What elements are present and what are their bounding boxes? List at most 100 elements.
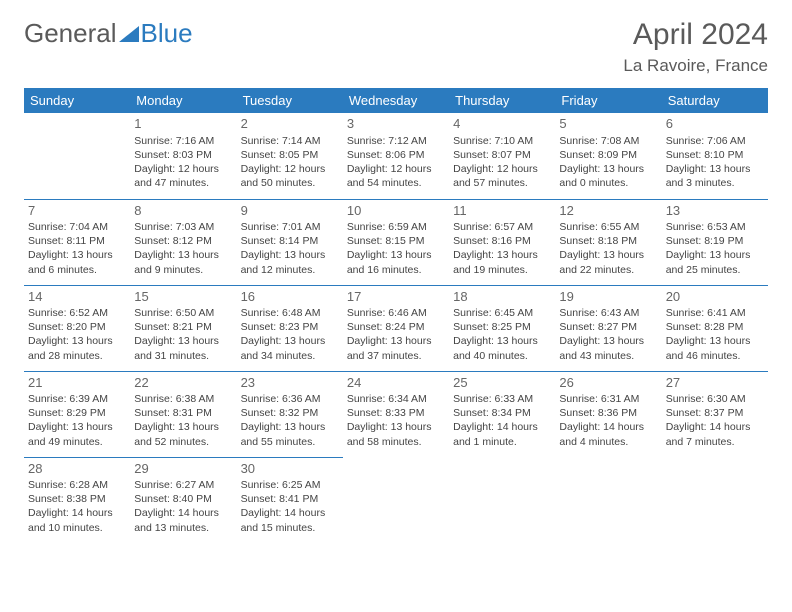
day-number: 16 — [241, 288, 339, 306]
day-number: 29 — [134, 460, 232, 478]
calendar-body: 1Sunrise: 7:16 AMSunset: 8:03 PMDaylight… — [24, 113, 768, 543]
day-number: 5 — [559, 115, 657, 133]
sunset-line: Sunset: 8:03 PM — [134, 148, 232, 162]
sunrise-line: Sunrise: 6:45 AM — [453, 306, 551, 320]
sunset-line: Sunset: 8:18 PM — [559, 234, 657, 248]
sunset-line: Sunset: 8:11 PM — [28, 234, 126, 248]
weekday-header: Monday — [130, 88, 236, 113]
day-number: 6 — [666, 115, 764, 133]
calendar-day-cell: 23Sunrise: 6:36 AMSunset: 8:32 PMDayligh… — [237, 371, 343, 457]
calendar-day-cell: 20Sunrise: 6:41 AMSunset: 8:28 PMDayligh… — [662, 285, 768, 371]
calendar-day-cell: 5Sunrise: 7:08 AMSunset: 8:09 PMDaylight… — [555, 113, 661, 199]
day-number: 20 — [666, 288, 764, 306]
daylight-line: Daylight: 13 hours and 58 minutes. — [347, 420, 445, 448]
daylight-line: Daylight: 13 hours and 3 minutes. — [666, 162, 764, 190]
calendar-week-row: 21Sunrise: 6:39 AMSunset: 8:29 PM Dayligh… — [24, 371, 768, 457]
weekday-header: Saturday — [662, 88, 768, 113]
sunrise-line: Sunrise: 6:43 AM — [559, 306, 657, 320]
calendar-day-cell — [343, 457, 449, 543]
sunrise-line: Sunrise: 6:33 AM — [453, 392, 551, 406]
sunrise-line: Sunrise: 6:27 AM — [134, 478, 232, 492]
sunset-line: Sunset: 8:10 PM — [666, 148, 764, 162]
day-number: 3 — [347, 115, 445, 133]
sunrise-line: Sunrise: 6:28 AM — [28, 478, 126, 492]
day-number: 12 — [559, 202, 657, 220]
daylight-line: Daylight: 13 hours and 52 minutes. — [134, 420, 232, 448]
sunset-line: Sunset: 8:21 PM — [134, 320, 232, 334]
daylight-line: Daylight: 13 hours and 12 minutes. — [241, 248, 339, 276]
sunrise-line: Sunrise: 7:01 AM — [241, 220, 339, 234]
title-block: April 2024 La Ravoire, France — [623, 18, 768, 76]
calendar-week-row: 14Sunrise: 6:52 AMSunset: 8:20 PMDayligh… — [24, 285, 768, 371]
day-number: 21 — [28, 374, 126, 392]
logo-triangle-icon — [119, 26, 139, 42]
calendar-day-cell — [24, 113, 130, 199]
sunrise-line: Sunrise: 6:39 AM — [28, 392, 126, 406]
day-number: 23 — [241, 374, 339, 392]
sunset-line: Sunset: 8:23 PM — [241, 320, 339, 334]
sunset-line: Sunset: 8:38 PM — [28, 492, 126, 506]
day-number: 25 — [453, 374, 551, 392]
sunrise-line: Sunrise: 6:55 AM — [559, 220, 657, 234]
logo-text-2: Blue — [141, 18, 193, 49]
calendar-week-row: 7Sunrise: 7:04 AMSunset: 8:11 PMDaylight… — [24, 199, 768, 285]
calendar-day-cell: 25Sunrise: 6:33 AMSunset: 8:34 PMDayligh… — [449, 371, 555, 457]
sunrise-line: Sunrise: 7:10 AM — [453, 134, 551, 148]
daylight-line: Daylight: 13 hours and 6 minutes. — [28, 248, 126, 276]
day-number: 17 — [347, 288, 445, 306]
calendar-day-cell: 11Sunrise: 6:57 AMSunset: 8:16 PMDayligh… — [449, 199, 555, 285]
title-month: April 2024 — [623, 18, 768, 52]
sunset-line: Sunset: 8:06 PM — [347, 148, 445, 162]
calendar-day-cell: 12Sunrise: 6:55 AMSunset: 8:18 PMDayligh… — [555, 199, 661, 285]
day-number: 2 — [241, 115, 339, 133]
daylight-line: Daylight: 13 hours and 19 minutes. — [453, 248, 551, 276]
sunset-line: Sunset: 8:24 PM — [347, 320, 445, 334]
daylight-line: Daylight: 14 hours and 1 minute. — [453, 420, 551, 448]
sunrise-line: Sunrise: 6:59 AM — [347, 220, 445, 234]
sunset-line: Sunset: 8:28 PM — [666, 320, 764, 334]
sunrise-line: Sunrise: 6:46 AM — [347, 306, 445, 320]
daylight-line: Daylight: 13 hours and 0 minutes. — [559, 162, 657, 190]
sunset-line: Sunset: 8:07 PM — [453, 148, 551, 162]
sunrise-line: Sunrise: 7:12 AM — [347, 134, 445, 148]
weekday-header: Sunday — [24, 88, 130, 113]
day-number: 27 — [666, 374, 764, 392]
day-number: 14 — [28, 288, 126, 306]
sunrise-line: Sunrise: 7:03 AM — [134, 220, 232, 234]
calendar-day-cell — [449, 457, 555, 543]
title-location: La Ravoire, France — [623, 56, 768, 76]
calendar-day-cell: 9Sunrise: 7:01 AMSunset: 8:14 PMDaylight… — [237, 199, 343, 285]
daylight-line: Daylight: 13 hours and 16 minutes. — [347, 248, 445, 276]
sunset-line: Sunset: 8:32 PM — [241, 406, 339, 420]
sunrise-line: Sunrise: 6:50 AM — [134, 306, 232, 320]
sunset-line: Sunset: 8:36 PM — [559, 406, 657, 420]
daylight-line: Daylight: 13 hours and 37 minutes. — [347, 334, 445, 362]
sunrise-line: Sunrise: 7:06 AM — [666, 134, 764, 148]
weekday-header: Thursday — [449, 88, 555, 113]
daylight-line: Daylight: 12 hours and 57 minutes. — [453, 162, 551, 190]
calendar-day-cell: 14Sunrise: 6:52 AMSunset: 8:20 PMDayligh… — [24, 285, 130, 371]
sunset-line: Sunset: 8:41 PM — [241, 492, 339, 506]
sunrise-line: Sunrise: 6:52 AM — [28, 306, 126, 320]
calendar-week-row: 28Sunrise: 6:28 AMSunset: 8:38 PMDayligh… — [24, 457, 768, 543]
weekday-header: Friday — [555, 88, 661, 113]
sunset-line: Sunset: 8:29 PM — [28, 406, 126, 420]
calendar-day-cell: 16Sunrise: 6:48 AMSunset: 8:23 PMDayligh… — [237, 285, 343, 371]
day-number: 22 — [134, 374, 232, 392]
sunrise-line: Sunrise: 6:48 AM — [241, 306, 339, 320]
sunset-line: Sunset: 8:09 PM — [559, 148, 657, 162]
calendar-table: SundayMondayTuesdayWednesdayThursdayFrid… — [24, 88, 768, 543]
calendar-day-cell: 24Sunrise: 6:34 AMSunset: 8:33 PMDayligh… — [343, 371, 449, 457]
calendar-day-cell: 10Sunrise: 6:59 AMSunset: 8:15 PMDayligh… — [343, 199, 449, 285]
day-number: 24 — [347, 374, 445, 392]
daylight-line: Daylight: 13 hours and 25 minutes. — [666, 248, 764, 276]
sunset-line: Sunset: 8:19 PM — [666, 234, 764, 248]
day-number: 26 — [559, 374, 657, 392]
daylight-line: Daylight: 12 hours and 47 minutes. — [134, 162, 232, 190]
calendar-day-cell: 27Sunrise: 6:30 AMSunset: 8:37 PMDayligh… — [662, 371, 768, 457]
sunset-line: Sunset: 8:33 PM — [347, 406, 445, 420]
day-number: 7 — [28, 202, 126, 220]
daylight-line: Daylight: 13 hours and 46 minutes. — [666, 334, 764, 362]
logo-text-1: General — [24, 18, 117, 49]
sunrise-line: Sunrise: 7:16 AM — [134, 134, 232, 148]
